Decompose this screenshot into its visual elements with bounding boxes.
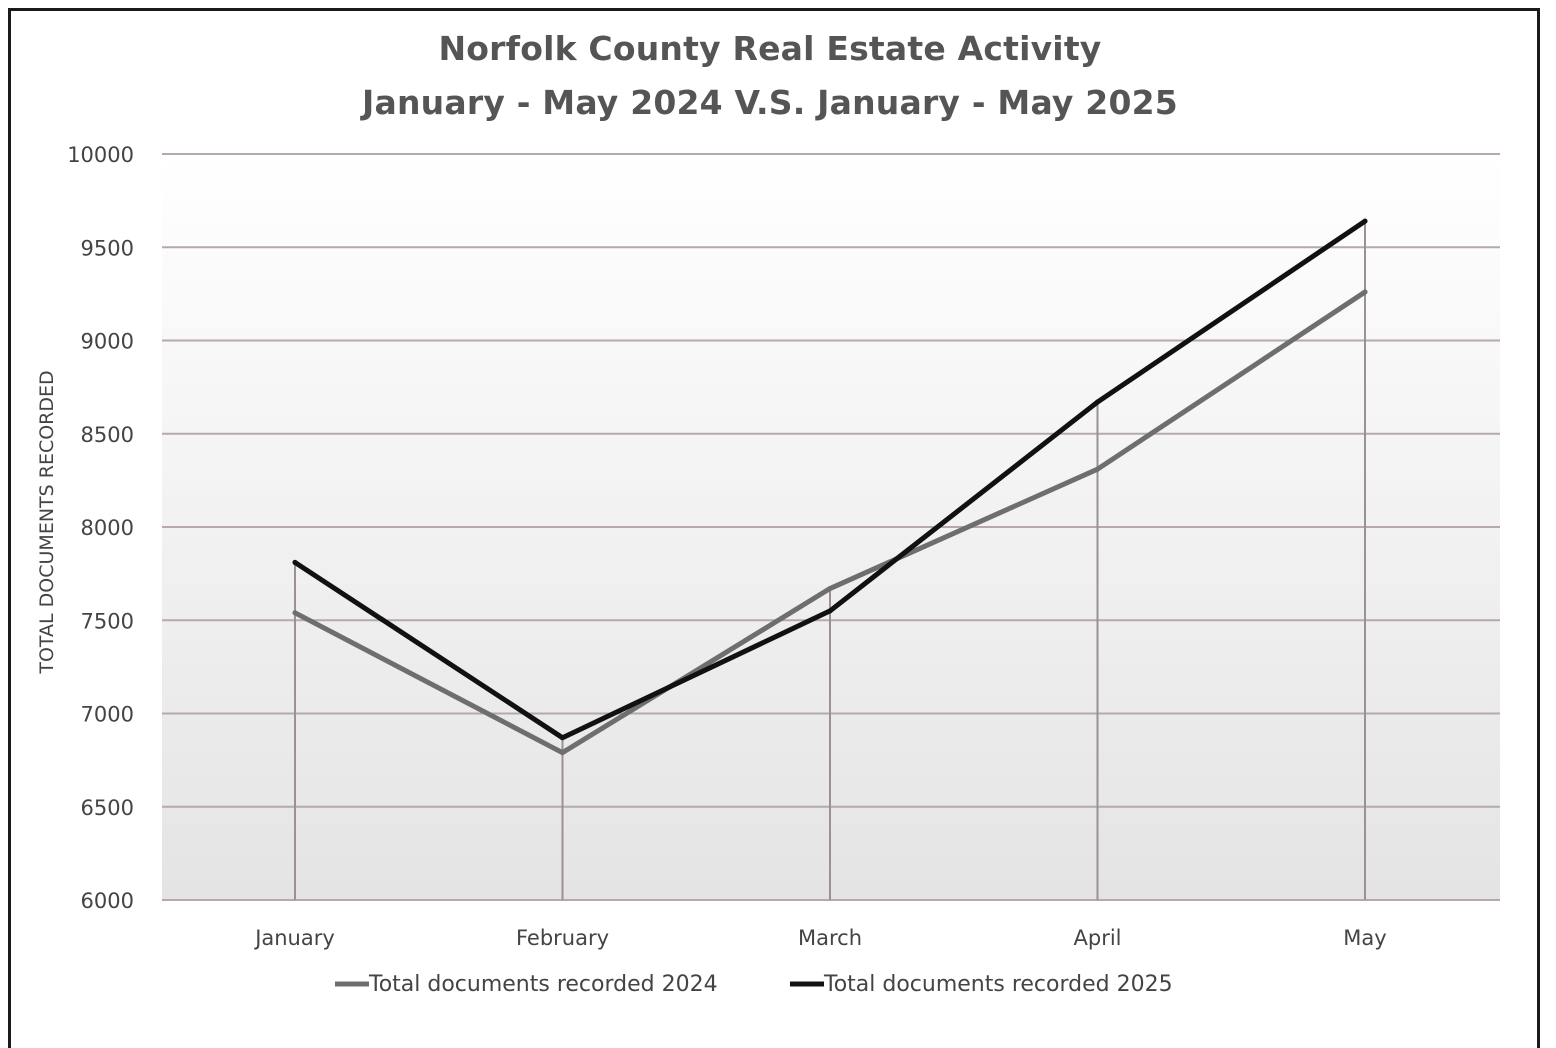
y-tick-label: 9500 bbox=[81, 236, 134, 260]
data-point bbox=[1363, 290, 1368, 295]
data-point bbox=[828, 586, 833, 591]
x-tick-label: January bbox=[253, 926, 335, 950]
x-tick-label: April bbox=[1074, 926, 1122, 950]
y-axis-title: TOTAL DOCUMENTS RECORDED bbox=[36, 370, 58, 674]
y-tick-label: 8000 bbox=[81, 516, 134, 540]
y-tick-label: 6500 bbox=[81, 796, 134, 820]
y-axis-ticks: 6000 6500 7000 7500 8000 8500 9000 9500 10000 bbox=[67, 143, 134, 913]
data-point bbox=[293, 560, 298, 565]
x-tick-label: May bbox=[1343, 926, 1386, 950]
y-tick-label: 9000 bbox=[81, 330, 134, 354]
legend-label: Total documents recorded 2025 bbox=[823, 972, 1173, 997]
y-tick-label: 10000 bbox=[67, 143, 134, 167]
y-tick-label: 8500 bbox=[81, 423, 134, 447]
x-tick-label: February bbox=[516, 926, 609, 950]
data-point bbox=[1095, 467, 1100, 472]
y-tick-label: 7500 bbox=[81, 609, 134, 633]
data-point bbox=[828, 608, 833, 613]
data-point bbox=[293, 610, 298, 615]
x-axis-ticks: January February March April May bbox=[253, 926, 1387, 950]
legend-label: Total documents recorded 2024 bbox=[368, 972, 718, 997]
data-point bbox=[560, 735, 565, 740]
data-point bbox=[1095, 400, 1100, 405]
data-point bbox=[1363, 219, 1368, 224]
data-point bbox=[560, 750, 565, 755]
y-tick-label: 6000 bbox=[81, 889, 134, 913]
x-tick-label: March bbox=[798, 926, 862, 950]
legend: Total documents recorded 2024 Total docum… bbox=[335, 972, 1173, 997]
y-tick-label: 7000 bbox=[81, 703, 134, 727]
